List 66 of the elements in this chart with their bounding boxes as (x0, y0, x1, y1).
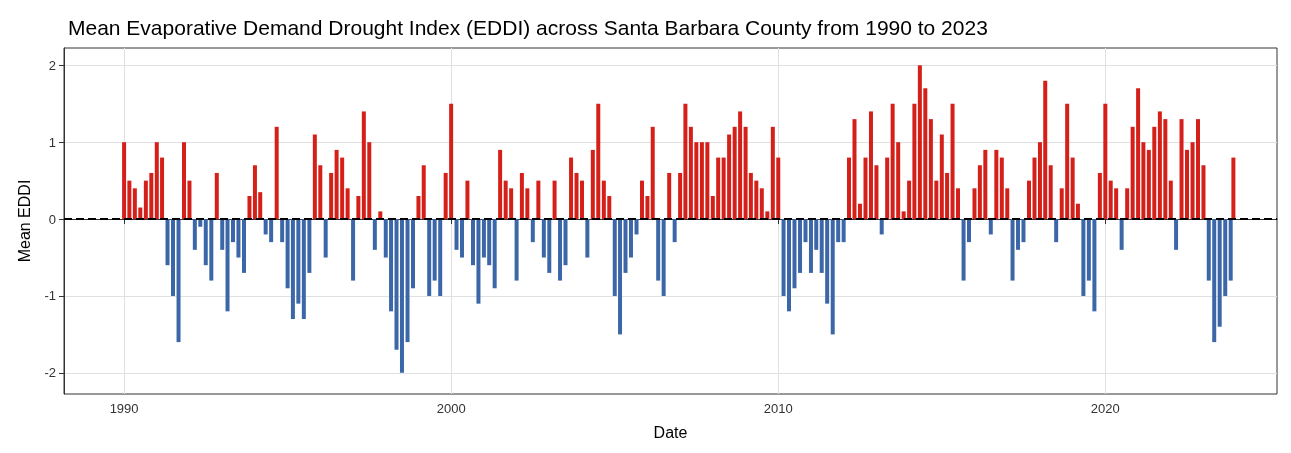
y-axis-title: Mean EDDI (15, 179, 33, 263)
bar (492, 219, 497, 289)
bar (465, 180, 470, 220)
bar (552, 180, 557, 220)
chart-title: Mean Evaporative Demand Drought Index (EDDI) across Santa Barbara County from 1990 to 2023 (68, 16, 988, 39)
x-tick-label: 2010 (763, 401, 793, 416)
bar (1231, 157, 1236, 220)
bar (879, 219, 884, 235)
bar (329, 172, 334, 220)
bar (988, 219, 993, 235)
bar (1054, 219, 1059, 243)
bar (274, 126, 279, 220)
bar (1125, 188, 1130, 220)
x-tick-label: 2000 (436, 401, 466, 416)
bar (122, 142, 127, 220)
bar (427, 219, 432, 296)
y-tick-label: -1 (44, 288, 56, 304)
x-axis-title: Date (653, 423, 688, 441)
bar (1081, 219, 1086, 296)
bar (498, 149, 503, 220)
bar (1048, 165, 1053, 220)
bar (585, 219, 590, 258)
y-tick-label: 0 (48, 211, 56, 227)
bar (569, 157, 574, 220)
bar (798, 219, 803, 273)
bar (1228, 219, 1233, 281)
bar (280, 219, 285, 243)
bar (672, 219, 677, 243)
bar (661, 219, 666, 296)
bar (650, 126, 655, 220)
bar (628, 219, 633, 258)
bar (558, 219, 563, 281)
bar (885, 157, 890, 220)
bar (323, 219, 328, 258)
bar (1174, 219, 1179, 250)
bar (656, 219, 661, 281)
y-tick-label: -2 (44, 365, 56, 381)
bar (416, 196, 421, 220)
bar (170, 219, 175, 296)
bar (351, 219, 356, 281)
bar (220, 219, 225, 250)
x-tick-label: 2020 (1090, 401, 1120, 416)
bar (247, 196, 252, 220)
bar (399, 219, 404, 373)
bar (1168, 180, 1173, 220)
bar (514, 219, 519, 281)
bar (242, 219, 246, 273)
bar (176, 219, 181, 343)
bar (667, 172, 672, 220)
bar (356, 196, 361, 220)
bar (841, 219, 846, 243)
bar (994, 149, 999, 220)
bar (421, 165, 426, 220)
bar (857, 203, 862, 220)
bar (1119, 219, 1124, 250)
y-tick-label: 2 (48, 57, 56, 73)
bar (214, 172, 219, 220)
bar (536, 180, 541, 220)
bar (530, 219, 535, 243)
bar (372, 219, 377, 250)
bar (459, 219, 464, 258)
bar (345, 188, 350, 220)
x-tick-label: 1990 (109, 401, 139, 416)
y-tick-label: 1 (48, 134, 56, 150)
bar (972, 188, 977, 220)
bar (634, 219, 639, 235)
